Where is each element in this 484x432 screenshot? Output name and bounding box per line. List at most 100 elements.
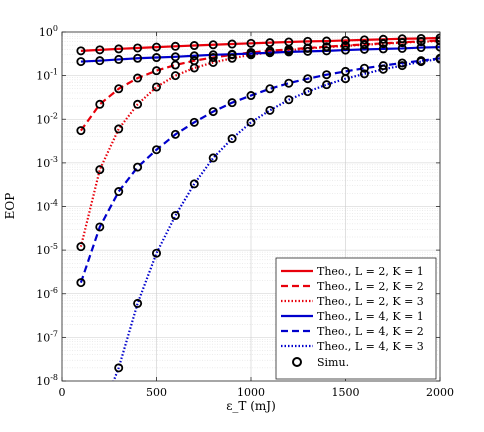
sim-marker [322,36,332,46]
sim-marker [133,53,143,63]
sim-marker [303,74,313,84]
sim-marker [303,43,313,53]
sim-marker [114,44,124,54]
sim-marker [416,57,426,67]
sim-marker [378,44,388,54]
sim-marker [208,40,218,50]
sim-marker [95,222,105,232]
sim-marker [133,43,143,53]
sim-marker [359,35,369,45]
sim-marker [133,298,143,308]
sim-marker [189,63,199,73]
sim-marker [359,44,369,54]
series-line-5 [112,57,440,381]
sim-marker [76,242,86,252]
sim-marker [151,42,161,52]
x-tick-label: 2000 [426,386,454,399]
sim-marker [170,211,180,221]
legend-label: Simu. [317,356,349,369]
sim-marker [378,61,388,71]
sim-marker [397,43,407,53]
sim-marker [208,107,218,117]
sim-marker [170,129,180,139]
sim-marker [322,46,332,56]
sim-marker [95,45,105,55]
sim-marker [340,41,350,51]
sim-marker [416,33,426,43]
sim-marker [378,39,388,49]
sim-marker [227,39,237,49]
y-tick-label: 10-2 [36,111,58,126]
x-axis-label: ε_T (mJ) [226,399,276,413]
y-tick-label: 10-3 [36,155,58,170]
sim-marker [151,145,161,155]
sim-marker [76,46,86,56]
sim-marker [322,80,332,90]
sim-marker [378,34,388,44]
sim-marker [227,53,237,63]
sim-marker [76,57,86,67]
y-tick-label: 10-8 [36,373,58,388]
sim-marker [189,41,199,51]
legend-entry: Theo., L = 4, K = 2 [281,325,424,338]
sim-marker [340,74,350,84]
x-tick-label: 1000 [237,386,265,399]
legend-entry: Theo., L = 4, K = 3 [281,340,424,353]
sim-marker [208,50,218,60]
sim-marker [246,49,256,59]
sim-marker [189,117,199,127]
sim-marker [359,63,369,73]
sim-marker [378,64,388,74]
sim-marker [76,126,86,136]
sim-marker [284,47,294,57]
sim-marker [340,45,350,55]
sim-marker [284,78,294,88]
sim-marker [359,40,369,50]
sim-marker [95,165,105,175]
sim-marker [265,105,275,115]
legend-entry: Theo., L = 4, K = 1 [281,310,424,323]
legend-label: Theo., L = 2, K = 1 [317,265,424,278]
sim-marker [303,46,313,56]
sim-marker [189,179,199,189]
sim-marker [151,248,161,258]
sim-marker [114,54,124,64]
sim-marker [265,48,275,58]
legend-label: Theo., L = 4, K = 1 [317,310,424,323]
sim-marker [208,153,218,163]
legend-marker [292,357,302,367]
sim-marker [114,124,124,134]
sim-marker [170,52,180,62]
sim-marker [76,278,86,288]
sim-marker [284,95,294,105]
sim-marker [246,91,256,101]
sim-marker [170,60,180,70]
sim-marker [170,71,180,81]
sim-marker [114,84,124,94]
legend-label: Theo., L = 4, K = 2 [317,325,424,338]
y-tick-label: 10-7 [36,329,58,344]
y-axis-label: EOP [3,193,17,220]
sim-marker [397,61,407,71]
x-tick-label: 500 [146,386,167,399]
sim-marker [151,53,161,63]
sim-marker [189,51,199,61]
sim-marker [397,38,407,48]
sim-marker [133,99,143,109]
legend-label: Theo., L = 2, K = 3 [317,295,424,308]
sim-marker [265,38,275,48]
sim-marker [151,66,161,76]
sim-marker [416,43,426,53]
sim-marker [227,98,237,108]
sim-marker [322,70,332,80]
sim-marker [133,162,143,172]
y-tick-label: 100 [39,24,58,39]
sim-marker [246,38,256,48]
sim-marker [246,117,256,127]
sim-marker [151,82,161,92]
legend-box [275,257,437,380]
sim-marker [322,42,332,52]
grid [61,31,441,382]
